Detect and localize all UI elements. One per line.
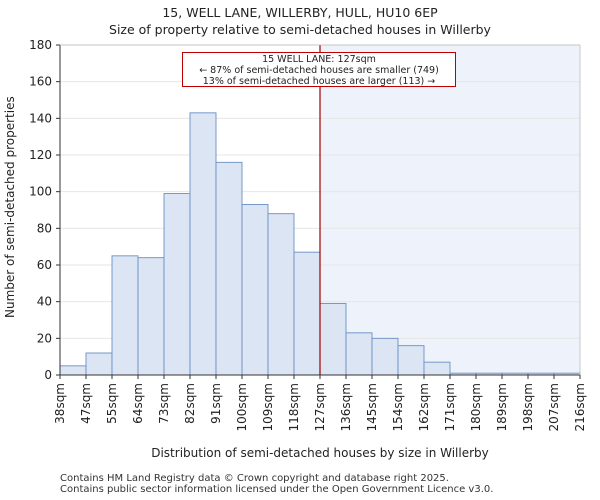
bar-73sqm	[163, 193, 191, 376]
bar-145sqm	[371, 337, 399, 376]
bar-127sqm	[319, 303, 347, 376]
bar-109sqm	[267, 213, 295, 376]
chart-title-block: 15, WELL LANE, WILLERBY, HULL, HU10 6EP …	[0, 4, 600, 38]
x-tick-label: 136sqm	[339, 383, 353, 431]
bar-162sqm	[423, 361, 451, 376]
x-tick-label: 171sqm	[443, 383, 457, 431]
y-tick-label: 160	[29, 75, 52, 89]
x-tick-label: 207sqm	[547, 383, 561, 431]
highlight-region	[320, 45, 580, 375]
chart-title: 15, WELL LANE, WILLERBY, HULL, HU10 6EP	[162, 5, 438, 20]
bar-100sqm	[241, 204, 269, 376]
x-tick-label: 118sqm	[287, 383, 301, 431]
bar-55sqm	[111, 255, 139, 376]
bar-47sqm	[85, 352, 113, 376]
y-tick-label: 20	[37, 331, 52, 345]
chart-subtitle: Size of property relative to semi-detach…	[109, 22, 491, 37]
x-tick-label: 109sqm	[261, 383, 275, 431]
y-tick-label: 40	[37, 295, 52, 309]
x-tick-label: 145sqm	[365, 383, 379, 431]
y-tick-label: 80	[37, 221, 52, 235]
y-tick-label: 0	[44, 368, 52, 382]
property-annotation-box: 15 WELL LANE: 127sqm ← 87% of semi-detac…	[182, 52, 456, 87]
footer-line-1: Contains HM Land Registry data © Crown c…	[60, 473, 449, 484]
x-tick-label: 47sqm	[79, 383, 93, 424]
x-tick-label: 198sqm	[521, 383, 535, 431]
annotation-line-1: 15 WELL LANE: 127sqm	[262, 54, 376, 65]
x-tick-label: 127sqm	[313, 383, 327, 431]
x-axis-label: Distribution of semi-detached houses by …	[151, 446, 489, 460]
bar-91sqm	[215, 161, 243, 376]
y-tick-label: 140	[29, 111, 52, 125]
y-axis-label: Number of semi-detached properties	[3, 96, 17, 318]
x-tick-label: 64sqm	[131, 383, 145, 424]
x-tick-label: 180sqm	[469, 383, 483, 431]
x-tick-label: 216sqm	[573, 383, 587, 431]
bar-136sqm	[345, 332, 373, 376]
x-tick-label: 162sqm	[417, 383, 431, 431]
bar-118sqm	[293, 251, 321, 376]
x-tick-label: 38sqm	[53, 383, 67, 424]
y-tick-label: 60	[37, 258, 52, 272]
y-tick-label: 180	[29, 38, 52, 52]
x-tick-label: 154sqm	[391, 383, 405, 431]
x-tick-label: 100sqm	[235, 383, 249, 431]
annotation-line-3: 13% of semi-detached houses are larger (…	[202, 76, 436, 87]
bar-64sqm	[137, 257, 165, 376]
x-tick-label: 82sqm	[183, 383, 197, 424]
x-tick-label: 73sqm	[157, 383, 171, 424]
bar-82sqm	[189, 112, 217, 376]
bar-154sqm	[397, 345, 425, 376]
x-tick-label: 55sqm	[105, 383, 119, 424]
bar-38sqm	[59, 365, 87, 376]
y-tick-label: 100	[29, 185, 52, 199]
x-tick-label: 189sqm	[495, 383, 509, 431]
x-tick-label: 91sqm	[209, 383, 223, 424]
y-tick-label: 120	[29, 148, 52, 162]
footer: Contains HM Land Registry data © Crown c…	[60, 473, 494, 495]
annotation-line-2: ← 87% of semi-detached houses are smalle…	[199, 65, 439, 76]
footer-line-2: Contains public sector information licen…	[60, 483, 494, 495]
